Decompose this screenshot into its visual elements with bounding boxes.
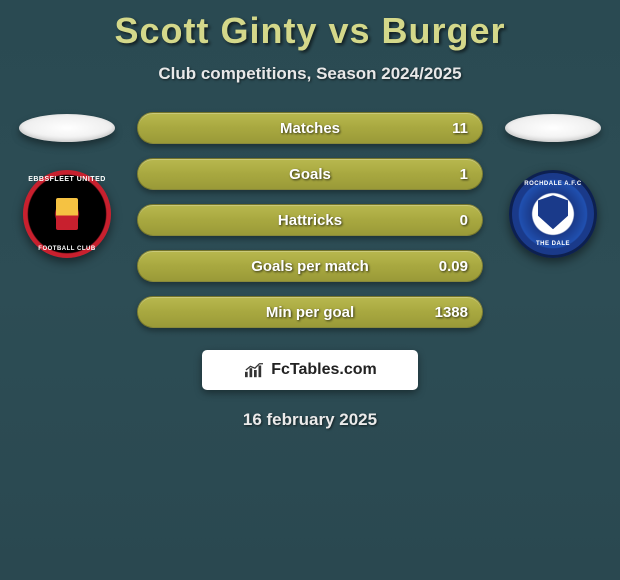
date-text: 16 february 2025 [0,410,620,430]
badge-text-bottom: THE DALE [512,241,594,247]
club-badge-ebbsfleet: EBBSFLEET UNITED FOOTBALL CLUB [23,170,111,258]
stat-value: 0.09 [439,258,468,275]
stat-value: 11 [452,120,468,137]
right-column: ROCHDALE A.F.C THE DALE [501,112,605,258]
stat-bar-matches: Matches 11 [137,112,483,144]
club-badge-rochdale: ROCHDALE A.F.C THE DALE [509,170,597,258]
subtitle: Club competitions, Season 2024/2025 [0,64,620,84]
player-silhouette-right [505,114,601,142]
stat-value: 1 [460,166,468,183]
stat-label: Min per goal [266,304,354,321]
stat-label: Goals [289,166,331,183]
branding-badge: FcTables.com [202,350,418,390]
stat-bar-goals: Goals 1 [137,158,483,190]
page-title: Scott Ginty vs Burger [0,10,620,52]
left-column: EBBSFLEET UNITED FOOTBALL CLUB [15,112,119,258]
stat-label: Goals per match [251,258,369,275]
brand-text: FcTables.com [271,361,377,379]
badge-text-top: ROCHDALE A.F.C [512,181,594,187]
stat-bar-hattricks: Hattricks 0 [137,204,483,236]
stat-value: 1388 [435,304,468,321]
chart-icon [243,361,265,379]
stat-label: Matches [280,120,340,137]
player-silhouette-left [19,114,115,142]
stat-bar-gpm: Goals per match 0.09 [137,250,483,282]
badge-text-top: EBBSFLEET UNITED [23,176,111,183]
stat-value: 0 [460,212,468,229]
main-layout: EBBSFLEET UNITED FOOTBALL CLUB Matches 1… [0,112,620,328]
badge-text-bottom: FOOTBALL CLUB [23,246,111,252]
infographic-container: Scott Ginty vs Burger Club competitions,… [0,0,620,430]
stat-bar-mpg: Min per goal 1388 [137,296,483,328]
stat-label: Hattricks [278,212,342,229]
stats-bars: Matches 11 Goals 1 Hattricks 0 Goals per… [137,112,483,328]
